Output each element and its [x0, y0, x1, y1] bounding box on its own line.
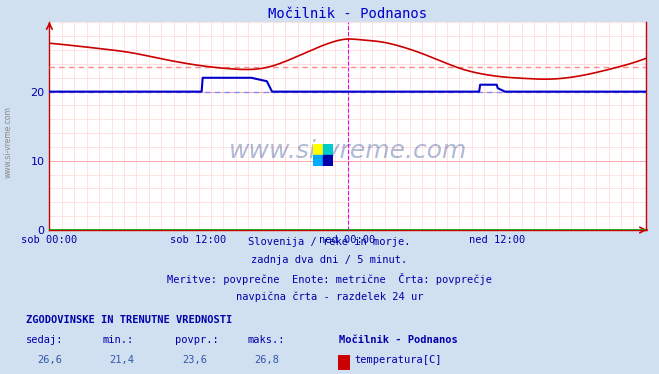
- Text: maks.:: maks.:: [247, 335, 285, 345]
- Text: temperatura[C]: temperatura[C]: [355, 355, 442, 365]
- Text: min.:: min.:: [102, 335, 133, 345]
- Bar: [313, 144, 323, 155]
- Text: sedaj:: sedaj:: [26, 335, 64, 345]
- Text: navpična črta - razdelek 24 ur: navpična črta - razdelek 24 ur: [236, 291, 423, 302]
- Text: 23,6: 23,6: [182, 355, 207, 365]
- Text: povpr.:: povpr.:: [175, 335, 218, 345]
- Text: 26,6: 26,6: [37, 355, 62, 365]
- Text: Močilnik - Podnanos: Močilnik - Podnanos: [339, 335, 458, 345]
- Title: Močilnik - Podnanos: Močilnik - Podnanos: [268, 7, 427, 21]
- Text: www.si-vreme.com: www.si-vreme.com: [229, 139, 467, 163]
- Text: zadnja dva dni / 5 minut.: zadnja dva dni / 5 minut.: [251, 255, 408, 266]
- Bar: [323, 144, 333, 155]
- Text: www.si-vreme.com: www.si-vreme.com: [3, 106, 13, 178]
- Bar: [323, 155, 333, 166]
- Text: 26,8: 26,8: [254, 355, 279, 365]
- Text: Meritve: povprečne  Enote: metrične  Črta: povprečje: Meritve: povprečne Enote: metrične Črta:…: [167, 273, 492, 285]
- Text: ZGODOVINSKE IN TRENUTNE VREDNOSTI: ZGODOVINSKE IN TRENUTNE VREDNOSTI: [26, 315, 233, 325]
- Text: Slovenija / reke in morje.: Slovenija / reke in morje.: [248, 237, 411, 248]
- Text: 21,4: 21,4: [109, 355, 134, 365]
- Bar: [313, 155, 323, 166]
